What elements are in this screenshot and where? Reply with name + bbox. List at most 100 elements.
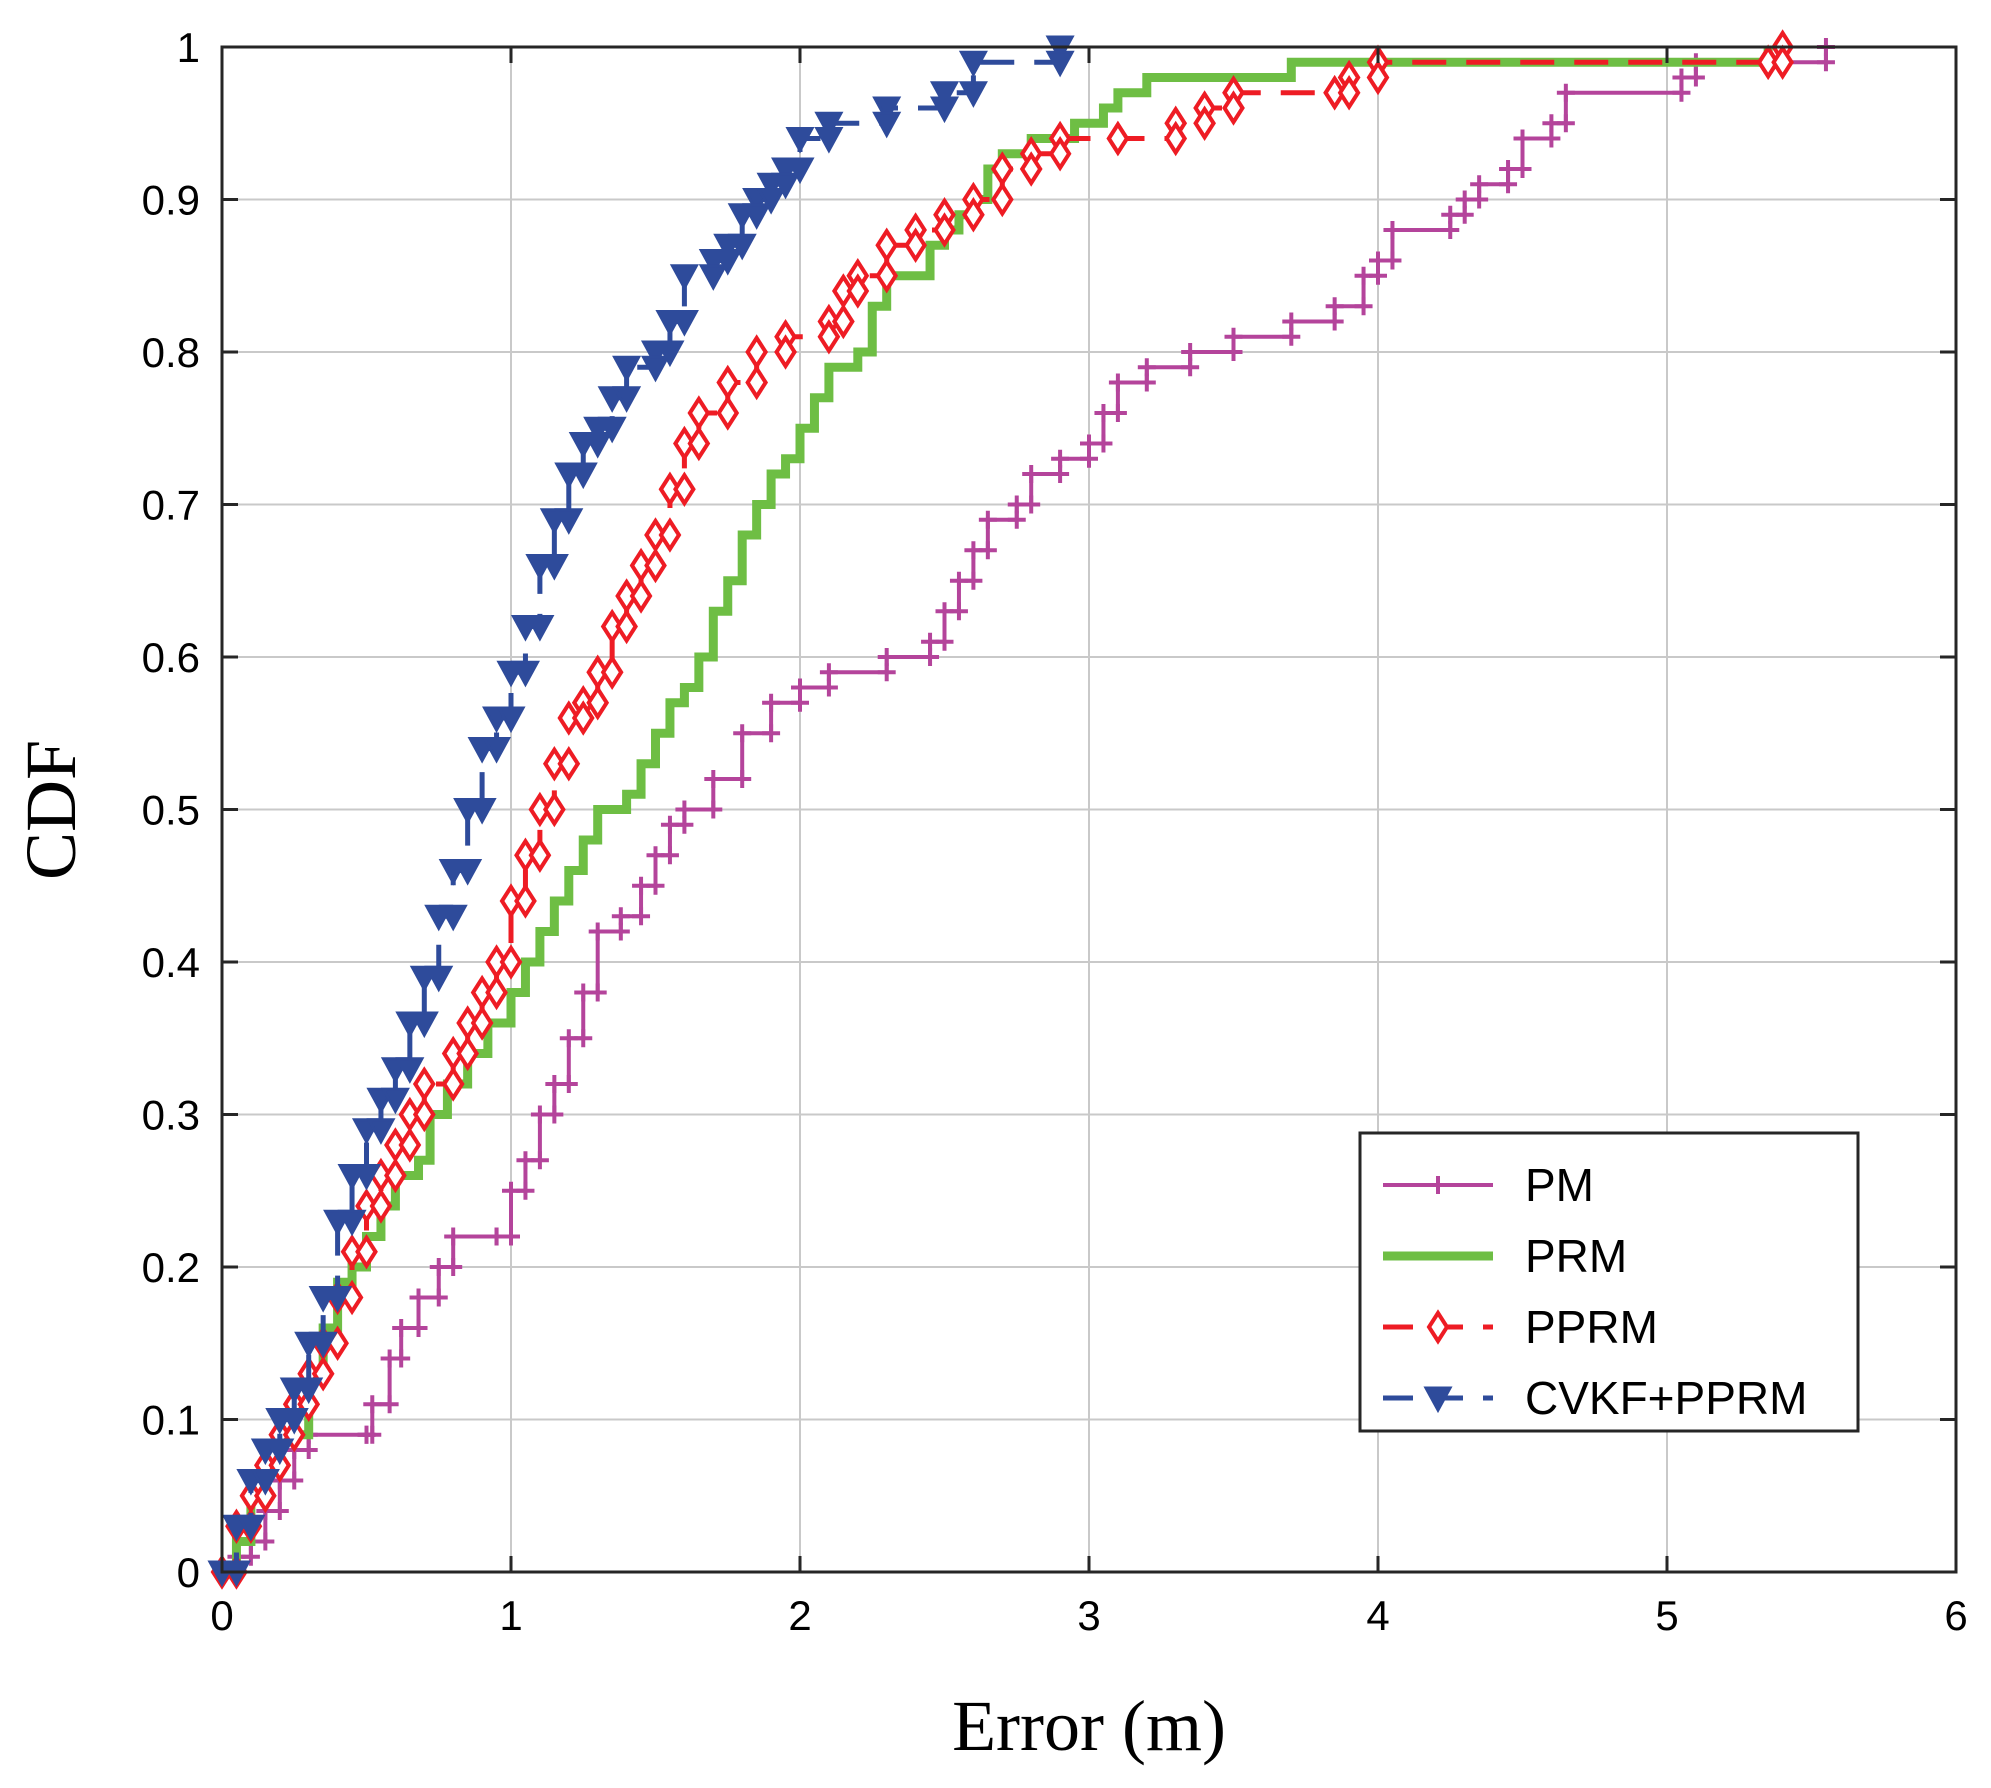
data-point [1771, 44, 1794, 80]
data-point [612, 386, 642, 413]
y-tick-label: 0.5 [142, 787, 200, 834]
data-point [568, 462, 598, 490]
data-point [660, 846, 679, 865]
data-point [424, 965, 454, 993]
data-point [554, 508, 584, 535]
y-tick-label: 0.3 [142, 1092, 200, 1139]
data-point [675, 815, 694, 834]
data-point [791, 693, 809, 712]
data-point [771, 172, 801, 200]
data-point [958, 50, 988, 78]
data-point [632, 907, 651, 926]
data-point [1051, 465, 1070, 483]
data-point [412, 1096, 436, 1133]
data-point [814, 127, 844, 154]
data-point [978, 541, 997, 560]
legend-item: CVKF+PPRM [1383, 1372, 1807, 1424]
data-point [704, 800, 723, 819]
data-point [270, 1502, 289, 1520]
data-point [409, 1011, 439, 1039]
data-point [409, 1288, 428, 1307]
data-point [745, 364, 769, 401]
data-point [785, 157, 815, 185]
data-point [1222, 90, 1245, 126]
data-point [1045, 50, 1075, 78]
data-point [337, 1209, 367, 1237]
data-point [456, 1035, 480, 1072]
data-point [441, 1066, 465, 1102]
data-point [669, 310, 699, 337]
data-point [791, 678, 809, 697]
data-point [571, 700, 595, 736]
legend-item: PRM [1383, 1230, 1627, 1282]
data-point [1094, 434, 1113, 453]
data-point [453, 859, 483, 886]
data-point [363, 1425, 382, 1444]
data-point [1323, 75, 1347, 111]
x-tick-label: 4 [1366, 1592, 1389, 1639]
data-point [308, 1331, 338, 1359]
data-point [990, 181, 1014, 218]
data-point [1470, 175, 1489, 194]
legend-marker [1429, 1176, 1447, 1194]
data-point [542, 746, 566, 782]
data-point [539, 554, 569, 581]
data-point [380, 1087, 410, 1115]
legend-item: PM [1383, 1159, 1594, 1211]
legend-label: CVKF+PPRM [1525, 1372, 1807, 1424]
data-point [733, 770, 752, 788]
data-point [929, 81, 960, 108]
y-tick-label: 0.4 [142, 939, 200, 986]
data-point [574, 1029, 593, 1048]
data-point [644, 547, 667, 584]
data-point [1337, 75, 1361, 111]
legend: PM PRM PPRM CVKF+PPRM [1358, 1131, 1860, 1433]
data-point [510, 660, 540, 688]
data-point [525, 615, 555, 642]
data-point [256, 1532, 275, 1551]
y-tick-label: 0.2 [142, 1244, 200, 1291]
data-point [279, 1408, 309, 1435]
data-point [762, 724, 781, 743]
data-point [673, 471, 696, 507]
data-point [499, 883, 523, 919]
y-tick-label: 0 [177, 1549, 200, 1596]
data-point [716, 395, 740, 431]
data-point [756, 188, 786, 215]
data-point [817, 319, 841, 355]
series-layer [207, 29, 1835, 1590]
data-point [1441, 221, 1460, 239]
legend-label: PRM [1525, 1230, 1627, 1282]
data-point [929, 96, 960, 124]
data-point [265, 1438, 295, 1466]
data-point [355, 1234, 378, 1270]
data-point [1542, 129, 1561, 148]
data-point [1022, 495, 1041, 514]
data-point [831, 303, 855, 340]
data-point [713, 249, 743, 276]
data-point [557, 700, 581, 736]
data-point [241, 1547, 260, 1566]
data-point [646, 876, 665, 895]
data-point [583, 432, 613, 459]
data-point [429, 1288, 448, 1307]
data-point [1224, 343, 1243, 361]
data-point [285, 1471, 304, 1490]
data-point [958, 81, 988, 108]
data-point [1383, 221, 1402, 239]
data-point [600, 608, 624, 645]
data-point [1106, 120, 1130, 157]
data-point [727, 233, 757, 261]
data-point [1369, 266, 1387, 285]
data-point [1499, 175, 1518, 194]
data-point [409, 1319, 428, 1337]
data-point [612, 355, 642, 383]
data-point [1181, 343, 1200, 361]
data-point [785, 127, 815, 154]
legend-marker [1423, 1386, 1453, 1414]
data-point [658, 471, 682, 507]
data-point [1108, 373, 1127, 392]
data-point [384, 1157, 407, 1194]
data-point [814, 111, 844, 139]
x-tick-label: 6 [1944, 1592, 1967, 1639]
